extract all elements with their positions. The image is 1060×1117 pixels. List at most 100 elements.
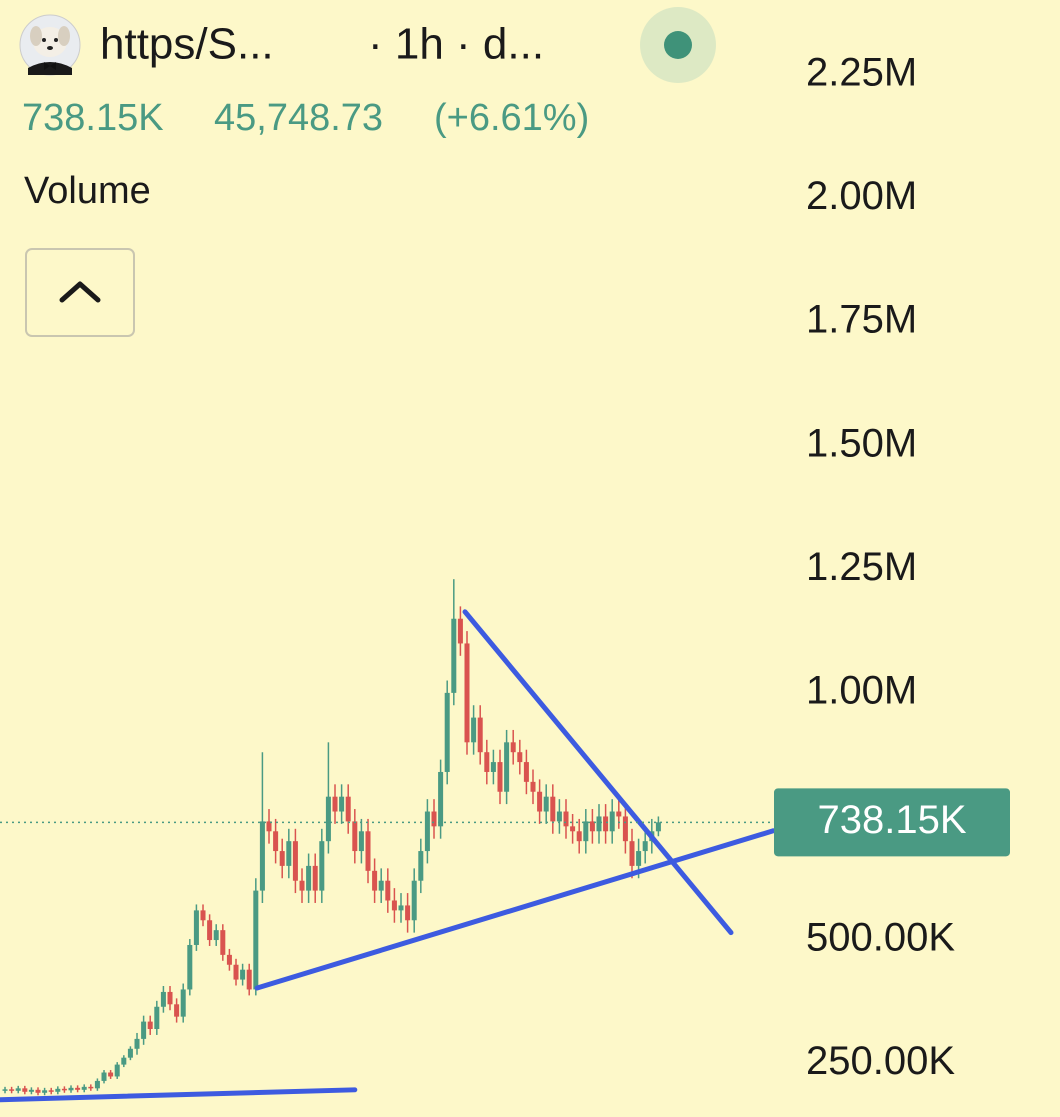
candle-body [55,1088,61,1092]
y-tick-label: 500.00K [806,916,955,960]
candle-body [240,969,246,980]
candle-body [325,796,331,842]
candle-body [108,1072,114,1077]
avatar [19,14,81,76]
candle-body [286,841,292,866]
candle-body [233,964,239,980]
candle-body [517,752,523,763]
candle-body [306,865,312,891]
candle-body [22,1088,28,1092]
candle-body [583,821,589,842]
symbol: https/S... [100,20,274,69]
candle-body [193,910,199,945]
candle-body [167,991,173,1005]
candle-body [312,865,318,891]
candle-body [180,989,186,1017]
candle-body [451,618,457,693]
candle-body [273,831,279,852]
candle-body [523,762,529,782]
candle-body [378,880,384,891]
candle-body [629,841,635,866]
candle-body [154,1006,160,1030]
candle-body [127,1048,133,1058]
collapse-button[interactable] [25,248,135,337]
interval: · 1h · d... [368,20,544,69]
candle-body [444,692,450,772]
candle-body [457,618,463,644]
status-indicator [640,7,716,83]
candle-body [61,1088,67,1091]
candle-body [141,1021,147,1039]
candle-body [42,1090,48,1093]
candle-body [589,821,595,832]
candle-body [537,791,543,812]
candle-body [372,870,378,891]
last-price-label: 738.15K [817,798,966,842]
y-tick-label: 250.00K [806,1039,955,1083]
y-tick-label: 1.25M [806,545,917,589]
candle-body [642,841,648,852]
candle-body [147,1021,153,1030]
candle-body [464,643,470,743]
last-price-badge [774,788,1010,857]
candle-body [200,910,206,921]
candle-body [497,762,503,792]
candle-body [431,811,437,827]
candle-body [543,796,549,812]
header-price: 738.15K [22,97,164,139]
candle-body [279,851,285,866]
candle-body [160,991,166,1007]
candle-body [563,811,569,827]
candle-body [504,742,510,792]
candle-body [299,880,305,891]
candle-body [477,717,483,753]
candle-body [411,880,417,921]
candle-body [134,1038,140,1049]
trend-line [462,609,734,936]
candle-body [609,811,615,832]
candle-body [48,1090,54,1092]
candle-body [68,1087,74,1091]
candle-body [385,880,391,901]
candle-body [28,1089,34,1092]
plot-area [0,579,776,1103]
candle-body [213,930,219,941]
candle-body [75,1087,81,1090]
candle-body [292,841,298,881]
candle-body [101,1072,107,1081]
candle-body [365,831,371,871]
candle-body [418,851,424,881]
candle-body [438,771,444,827]
candle-body [352,821,358,852]
candle-body [81,1086,87,1090]
candle-body [345,796,351,822]
candle-body [246,969,252,990]
candle-body [490,762,496,772]
candle-body [484,752,490,772]
candle-body [121,1057,127,1065]
candle-body [35,1089,41,1093]
candle-body [339,796,345,812]
candle-body [332,796,338,812]
candle-body [391,900,397,911]
y-tick-label: 2.00M [806,174,917,218]
candle-body [207,920,213,941]
candle-body [424,811,430,852]
y-tick-label: 2.25M [806,51,917,95]
candle-body [616,811,622,817]
candle-body [655,822,661,832]
trend-line [254,828,776,991]
indicator-label: Volume [24,170,151,212]
candle-body [471,717,477,743]
y-tick-label: 1.50M [806,421,917,465]
candle-body [510,742,516,753]
candle-body [220,930,226,955]
candle-body [187,944,193,990]
candle-body [9,1089,15,1091]
header-change: 45,748.73 [214,97,383,139]
candle-body [266,821,272,832]
trend-line [0,1087,358,1103]
candle-body [2,1089,8,1091]
